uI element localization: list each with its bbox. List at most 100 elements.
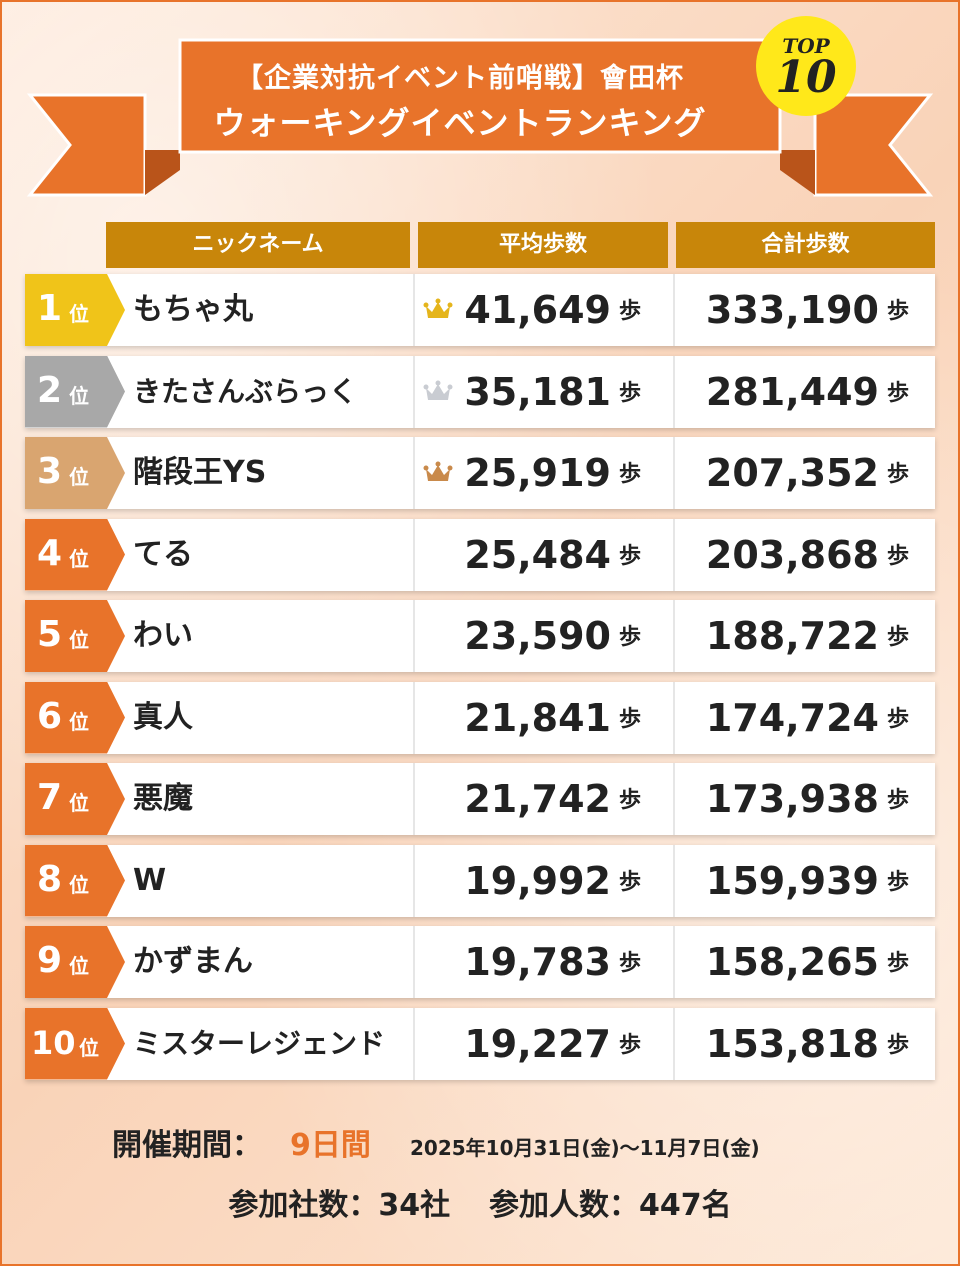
header-nickname: ニックネーム [106,222,410,268]
steps-unit: 歩 [619,706,642,732]
total-steps: 188,722 [705,614,879,658]
steps-unit: 歩 [887,951,910,976]
column-divider [413,844,415,917]
header-average: 平均歩数 [418,222,668,268]
column-divider [673,1007,675,1080]
column-divider [413,600,415,672]
rank-number: 3 [37,451,63,492]
nickname-cell: てる [133,536,193,572]
period-dates: 2025年10月31日(金)〜11月7日(金) [410,1136,760,1160]
participation-stats: 参加社数：34社 参加人数：447名 [0,1184,960,1228]
average-steps: 25,484 [464,532,611,577]
rank-suffix: 位 [69,791,89,815]
rank-suffix: 位 [69,954,89,978]
nickname-cell: もちゃ丸 [133,292,253,327]
column-divider [673,518,675,591]
nickname-cell: かずまん [133,944,253,979]
rank-number: 5 [37,614,63,655]
steps-unit: 歩 [619,869,642,895]
period-value: 9日間 [290,1128,371,1163]
average-steps: 21,841 [464,695,611,740]
column-divider [673,437,675,509]
average-steps: 19,992 [464,858,611,903]
people-count: 参加人数：447名 [489,1188,732,1223]
rank-number: 4 [37,532,63,574]
table-row: 9 位かずまん 19,783 歩 158,265 歩 [25,926,935,998]
average-steps: 21,742 [464,777,611,821]
table-row: 10 位ミスターレジェンド 19,227 歩 153,818 歩 [25,1007,935,1080]
crown-icon [423,461,453,481]
crown-icon [423,380,453,400]
nickname-cell: 階段王YS [133,455,267,490]
rank-number: 8 [37,858,63,900]
period-label: 開催期間： [112,1128,262,1163]
rank-number: 2 [37,369,63,411]
rank-suffix: 位 [69,465,89,489]
steps-unit: 歩 [887,869,910,895]
table-row: 6 位真人 21,841 歩 174,724 歩 [25,681,935,754]
table-row: 2 位きたさんぶらっく 35,181 歩 281,449 歩 [25,355,935,428]
column-divider [673,274,675,346]
steps-unit: 歩 [887,706,910,732]
total-steps: 158,265 [705,940,879,984]
rank-number: 1 [37,288,63,329]
rank-number: 9 [37,940,63,981]
rank-number: 6 [37,695,63,737]
nickname-cell: 真人 [133,699,193,735]
column-divider [413,518,415,591]
rank-suffix: 位 [79,1035,99,1060]
column-divider [673,926,675,998]
total-steps: 333,190 [705,288,879,332]
nickname-cell: ミスターレジェンド [133,1026,386,1060]
title-ribbon [26,38,934,197]
total-steps: 207,352 [705,451,879,495]
top10-badge: TOP 10 [756,16,856,116]
table-row: 3 位階段王YS 25,919 歩 207,352 歩 [25,437,935,509]
steps-unit: 歩 [887,788,910,813]
column-divider [413,355,415,428]
steps-unit: 歩 [887,625,910,650]
steps-unit: 歩 [619,788,642,813]
column-divider [673,681,675,754]
nickname-cell: わい [133,618,193,653]
steps-unit: 歩 [619,625,642,650]
column-divider [413,274,415,346]
table-row: 1 位もちゃ丸 41,649 歩 333,190 歩 [25,274,935,346]
rank-suffix: 位 [69,546,89,571]
nickname-cell: W [133,862,167,898]
table-row: 4 位てる 25,484 歩 203,868 歩 [25,518,935,591]
nickname-cell: 悪魔 [133,781,193,816]
total-steps: 173,938 [705,777,879,821]
column-divider [413,437,415,509]
rank-suffix: 位 [69,383,89,408]
column-divider [413,926,415,998]
rank-suffix: 位 [69,872,89,897]
total-steps: 159,939 [705,858,879,903]
steps-unit: 歩 [887,380,910,406]
column-divider [673,600,675,672]
rank-number: 7 [37,777,63,818]
title-line-2: ウォーキングイベントランキング [213,104,707,142]
column-divider [673,763,675,835]
average-steps: 41,649 [464,288,611,332]
event-period: 開催期間： 9日間 2025年10月31日(金)〜11月7日(金) [0,1124,960,1168]
steps-unit: 歩 [887,1032,910,1058]
top10-badge-top: TOP [782,34,830,58]
companies-count: 参加社数：34社 [228,1188,451,1223]
steps-unit: 歩 [619,543,642,569]
steps-unit: 歩 [619,951,642,976]
average-steps: 25,919 [464,451,611,495]
steps-unit: 歩 [887,299,910,324]
column-divider [413,681,415,754]
steps-unit: 歩 [619,1032,642,1058]
rank-badge: 10 位 [25,1007,125,1080]
steps-unit: 歩 [619,380,642,406]
steps-unit: 歩 [887,543,910,569]
rank-suffix: 位 [69,302,89,326]
